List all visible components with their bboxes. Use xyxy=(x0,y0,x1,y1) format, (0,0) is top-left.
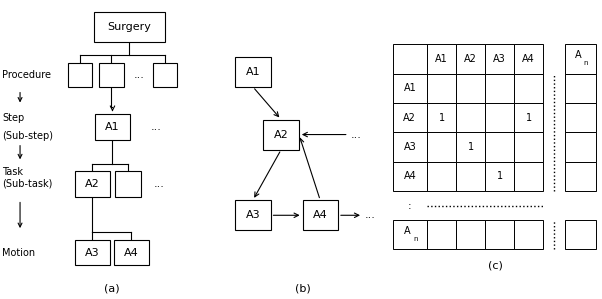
Bar xyxy=(456,74,485,103)
Text: (a): (a) xyxy=(104,283,119,293)
Bar xyxy=(427,103,456,132)
Bar xyxy=(393,74,427,103)
Bar xyxy=(485,74,514,103)
Text: A4: A4 xyxy=(403,171,416,181)
Text: n: n xyxy=(583,60,588,66)
Bar xyxy=(456,161,485,191)
Bar xyxy=(264,120,299,150)
Text: ...: ... xyxy=(134,70,144,80)
Text: ...: ... xyxy=(365,210,376,220)
Text: 1: 1 xyxy=(526,112,532,123)
Text: A2: A2 xyxy=(403,112,417,123)
Text: A3: A3 xyxy=(403,142,416,152)
Bar xyxy=(114,240,149,266)
Bar xyxy=(427,161,456,191)
Bar xyxy=(93,12,165,42)
Text: A3: A3 xyxy=(85,248,100,258)
Text: (Sub-task): (Sub-task) xyxy=(2,179,52,189)
Text: (b): (b) xyxy=(294,283,311,293)
Bar xyxy=(514,44,543,74)
Bar xyxy=(95,115,130,140)
Bar xyxy=(485,132,514,161)
Text: :: : xyxy=(408,201,412,210)
Bar xyxy=(68,63,93,87)
Bar xyxy=(115,171,141,197)
Text: A4: A4 xyxy=(523,54,535,64)
Text: 1: 1 xyxy=(439,112,445,123)
Text: ...: ... xyxy=(350,129,361,140)
Bar xyxy=(485,220,514,249)
Bar xyxy=(456,132,485,161)
Bar xyxy=(235,200,270,230)
Bar xyxy=(456,44,485,74)
Bar xyxy=(75,240,110,266)
Bar xyxy=(235,57,270,87)
Bar xyxy=(75,171,110,197)
Bar xyxy=(565,103,595,132)
Text: ...: ... xyxy=(154,179,165,189)
Text: Task: Task xyxy=(2,167,23,177)
Bar xyxy=(456,220,485,249)
Bar xyxy=(485,44,514,74)
Text: A4: A4 xyxy=(313,210,327,220)
Bar xyxy=(565,161,595,191)
Bar xyxy=(456,103,485,132)
Text: Surgery: Surgery xyxy=(107,22,151,32)
Bar xyxy=(152,63,177,87)
Bar xyxy=(514,132,543,161)
Bar xyxy=(427,74,456,103)
Bar xyxy=(485,161,514,191)
Bar xyxy=(303,200,338,230)
Text: 1: 1 xyxy=(468,142,474,152)
Text: Motion: Motion xyxy=(2,248,36,258)
Text: ...: ... xyxy=(150,122,161,132)
Text: (Sub-step): (Sub-step) xyxy=(2,131,53,141)
Bar xyxy=(514,161,543,191)
Bar xyxy=(427,132,456,161)
Text: A: A xyxy=(405,226,411,236)
Bar xyxy=(427,220,456,249)
Text: Step: Step xyxy=(2,113,25,123)
Text: A3: A3 xyxy=(493,54,506,64)
Bar xyxy=(565,132,595,161)
Bar xyxy=(485,103,514,132)
Bar xyxy=(514,220,543,249)
Text: Procedure: Procedure xyxy=(2,70,51,80)
Text: A3: A3 xyxy=(246,210,260,220)
Bar xyxy=(393,103,427,132)
Text: A1: A1 xyxy=(246,67,260,77)
Bar xyxy=(514,74,543,103)
Text: A1: A1 xyxy=(435,54,448,64)
Bar xyxy=(393,132,427,161)
Text: A2: A2 xyxy=(464,54,477,64)
Text: n: n xyxy=(413,236,417,242)
Bar xyxy=(565,44,595,74)
Text: A1: A1 xyxy=(105,122,120,132)
Text: 1: 1 xyxy=(497,171,503,181)
Text: A2: A2 xyxy=(274,129,288,140)
Bar xyxy=(393,44,427,74)
Text: A1: A1 xyxy=(403,83,416,93)
Text: A4: A4 xyxy=(124,248,139,258)
Bar xyxy=(565,220,595,249)
Bar xyxy=(99,63,123,87)
Bar xyxy=(565,74,595,103)
Text: A2: A2 xyxy=(85,179,100,189)
Bar xyxy=(393,161,427,191)
Text: A: A xyxy=(575,50,582,60)
Bar xyxy=(393,220,427,249)
Text: (c): (c) xyxy=(488,260,503,271)
Bar xyxy=(427,44,456,74)
Bar xyxy=(514,103,543,132)
